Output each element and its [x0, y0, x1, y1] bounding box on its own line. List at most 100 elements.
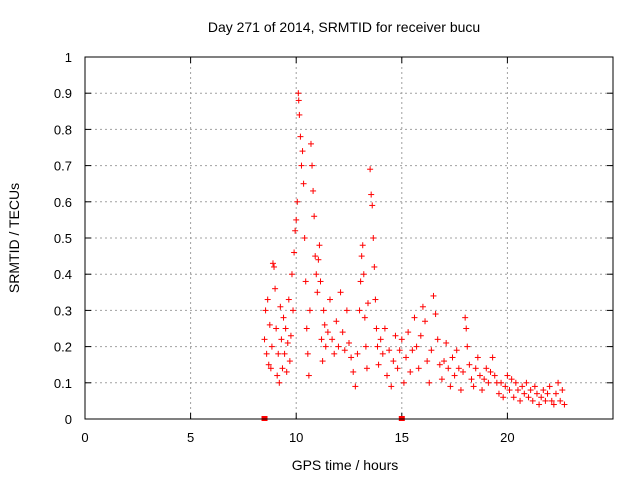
data-point: [375, 361, 382, 368]
data-point: [466, 361, 473, 368]
data-point: [337, 289, 344, 296]
data-point: [476, 372, 483, 379]
data-point: [521, 390, 528, 397]
data-point: [307, 140, 314, 147]
data-point: [449, 354, 456, 361]
data-point: [491, 372, 498, 379]
data-point: [430, 292, 437, 299]
data-point: [464, 343, 471, 350]
data-point: [357, 278, 364, 285]
y-tick-label: 0: [65, 412, 72, 427]
data-point: [318, 336, 325, 343]
data-point: [287, 332, 294, 339]
data-point: [309, 162, 316, 169]
data-point: [523, 379, 530, 386]
data-point: [411, 314, 418, 321]
data-point: [265, 361, 272, 368]
data-point: [350, 368, 357, 375]
x-tick-label: 10: [289, 430, 303, 445]
data-point: [358, 253, 365, 260]
data-point: [278, 336, 285, 343]
data-point: [343, 307, 350, 314]
data-point: [317, 278, 324, 285]
data-point: [302, 278, 309, 285]
data-point: [324, 329, 331, 336]
y-axis-label: SRMTID / TECUs: [6, 183, 22, 293]
data-point: [536, 401, 543, 408]
data-point: [348, 354, 355, 361]
data-point: [403, 354, 410, 361]
data-point: [392, 332, 399, 339]
data-point: [390, 358, 397, 365]
data-point: [341, 347, 348, 354]
data-point: [508, 376, 515, 383]
data-point: [372, 296, 379, 303]
data-point: [548, 397, 555, 404]
data-point: [557, 397, 564, 404]
x-tick-label: 5: [187, 430, 194, 445]
data-point: [436, 361, 443, 368]
data-point: [455, 365, 462, 372]
data-point: [424, 358, 431, 365]
data-points: [261, 90, 568, 421]
data-point: [413, 343, 420, 350]
data-point: [373, 325, 380, 332]
data-point: [457, 387, 464, 394]
data-point: [362, 343, 369, 350]
data-point: [481, 376, 488, 383]
data-point: [533, 390, 540, 397]
data-point: [510, 394, 517, 401]
data-point: [544, 390, 551, 397]
data-point: [432, 311, 439, 318]
data-point: [506, 387, 513, 394]
y-tick-label: 0.7: [54, 159, 72, 174]
data-point: [356, 307, 363, 314]
data-point: [512, 379, 519, 386]
data-point: [305, 372, 312, 379]
data-point: [367, 166, 374, 173]
data-point: [426, 379, 433, 386]
x-tick-label: 20: [500, 430, 514, 445]
data-point: [415, 365, 422, 372]
data-point: [313, 271, 320, 278]
data-point: [284, 339, 291, 346]
data-point: [485, 379, 492, 386]
data-point: [272, 285, 279, 292]
data-point: [306, 307, 313, 314]
data-point: [333, 318, 340, 325]
data-point: [320, 307, 327, 314]
data-point: [297, 133, 304, 140]
y-tick-label: 0.8: [54, 122, 72, 137]
data-point: [316, 242, 323, 249]
data-point: [290, 307, 297, 314]
y-tick-label: 0.6: [54, 195, 72, 210]
data-point: [542, 397, 549, 404]
data-point: [263, 350, 270, 357]
data-point: [331, 350, 338, 357]
data-point: [489, 354, 496, 361]
data-point: [295, 90, 302, 97]
data-point: [314, 289, 321, 296]
data-point: [474, 354, 481, 361]
data-point: [379, 350, 386, 357]
data-point: [470, 383, 477, 390]
data-point: [468, 376, 475, 383]
plot-frame: [84, 56, 614, 420]
y-tick-label: 1: [65, 50, 72, 65]
data-point: [451, 372, 458, 379]
data-point: [419, 303, 426, 310]
data-point: [495, 390, 502, 397]
data-point: [359, 242, 366, 249]
data-point: [538, 394, 545, 401]
data-point: [500, 394, 507, 401]
data-point: [502, 383, 509, 390]
data-point: [498, 379, 505, 386]
data-point: [294, 198, 301, 205]
data-point: [312, 253, 319, 260]
data-point: [352, 383, 359, 390]
data-point: [514, 387, 521, 394]
y-tick-label: 0.5: [54, 231, 72, 246]
data-point: [322, 343, 329, 350]
y-tick-label: 0.2: [54, 340, 72, 355]
